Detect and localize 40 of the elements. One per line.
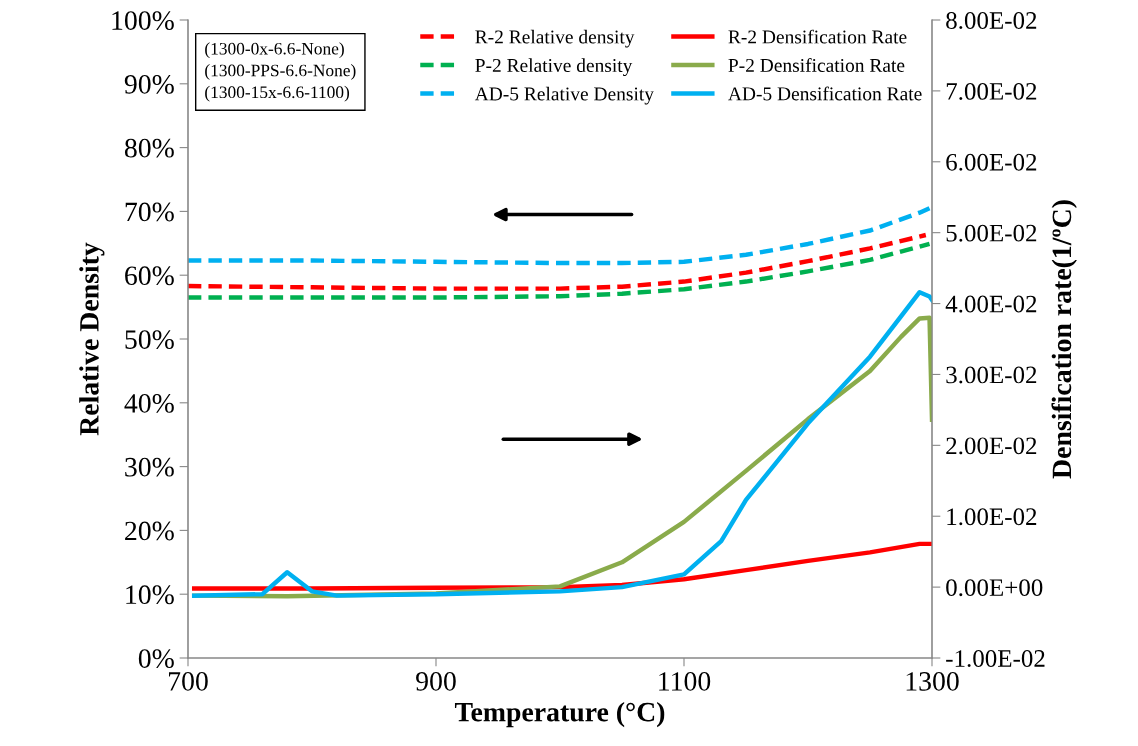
y-tick-label: 30%	[125, 457, 174, 477]
y2-tick-label: 6.00E-02	[946, 153, 1037, 171]
y2-tick-label: 3.00E-02	[946, 366, 1037, 384]
y-tick-label: 0%	[138, 649, 174, 668]
legend-label: AD-5 Densification Rate	[728, 86, 922, 101]
line-series	[188, 232, 929, 291]
x-tick-label: 1300	[906, 672, 959, 691]
legend-label: AD-5 Relative Density	[474, 86, 654, 105]
y2-tick-label: 7.00E-02	[946, 82, 1037, 100]
y-tick-label: 100%	[112, 11, 174, 30]
y2-axis-title: Densification rate(1/ºC)	[1051, 200, 1077, 479]
x-tick-label: 700	[169, 672, 208, 691]
line-series	[188, 241, 932, 300]
y-axis-title: Relative Density	[79, 242, 105, 436]
x-tick-label: 900	[416, 672, 456, 691]
y-tick-label: 90%	[124, 74, 174, 94]
y-tick-label: 60%	[125, 266, 174, 286]
y-tick-label: 50%	[125, 330, 174, 349]
y2-tick-label: 5.00E-02	[946, 224, 1037, 242]
y-tick-label: 80%	[124, 138, 174, 158]
y-tick-label: 40%	[124, 393, 174, 413]
y-tick-label: 20%	[125, 521, 174, 541]
legend-label: P-2 Densification Rate	[728, 58, 905, 72]
legend-label: R-2 Relative density	[475, 29, 635, 48]
y2-tick-label: 0.00E+00	[946, 579, 1043, 597]
y2-tick-label: 1.00E-02	[947, 508, 1037, 526]
y2-tick-label: 4.00E-02	[945, 295, 1037, 313]
y2-tick-label: 2.00E-02	[946, 437, 1037, 455]
annotation: (1300-0x-6.6-None)	[205, 42, 344, 59]
legend-label: P-2 Relative density	[475, 58, 633, 77]
y-tick-label: 70%	[125, 202, 174, 222]
x-tick-label: 1100	[659, 672, 711, 691]
legend-label: R-2 Densification Rate	[728, 29, 907, 44]
y2-tick-label: 8.00E-02	[946, 12, 1037, 30]
y2-tick-label: -1.00E-02	[946, 650, 1045, 668]
annotation: (1300-PPS-6.6-None)	[205, 64, 356, 80]
line-series	[188, 205, 932, 266]
y-tick-label: 10%	[126, 585, 174, 605]
annotation: (1300-15x-6.6-1100)	[205, 85, 350, 102]
x-axis-title: Temperature (°C)	[454, 701, 665, 728]
